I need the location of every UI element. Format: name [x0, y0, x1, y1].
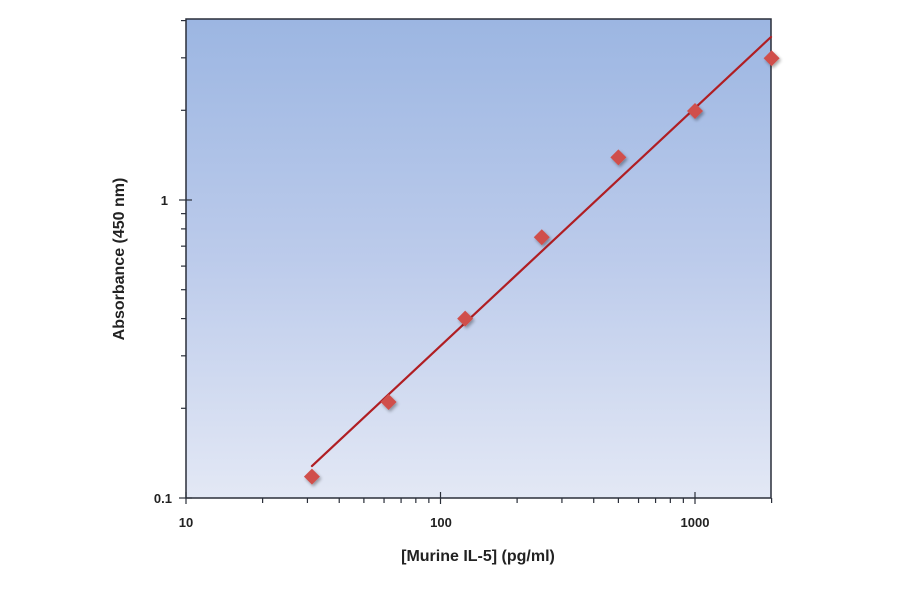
x-tick-label-10: 10 — [179, 515, 193, 530]
data-point-diamond — [687, 102, 703, 119]
y-axis-ticks — [179, 19, 192, 499]
data-point-diamond — [303, 468, 320, 485]
data-point-diamond — [610, 149, 627, 166]
data-point-diamond — [763, 50, 780, 67]
x-tick-label-1000: 1000 — [681, 515, 710, 530]
y-tick-label-1: 1 — [161, 193, 168, 208]
data-point-diamond — [380, 393, 397, 410]
y-axis-title: Absorbance (450 nm) — [111, 178, 128, 341]
x-tick-label-100: 100 — [430, 515, 452, 530]
x-axis-ticks — [185, 492, 773, 504]
plot-area — [186, 19, 771, 498]
data-points — [303, 50, 780, 485]
data-point-diamond — [457, 310, 474, 327]
data-point-diamond — [533, 229, 550, 246]
plot-frame — [185, 18, 772, 499]
x-axis-title: [Murine IL-5] (pg/ml) — [401, 548, 555, 565]
y-tick-label-0-1: 0.1 — [154, 491, 172, 506]
